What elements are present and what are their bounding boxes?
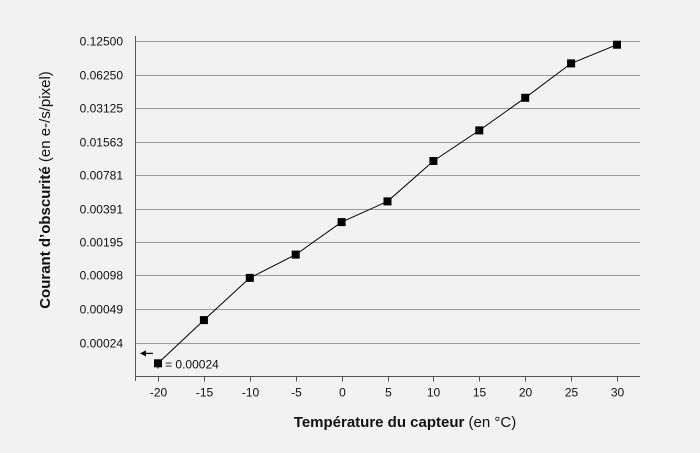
- y-tick-label: 0.00024: [80, 337, 124, 351]
- x-axis-title-main: Température du capteur: [294, 414, 465, 431]
- annotation-label: Y = 0.00024: [154, 357, 219, 371]
- annotation-arrowhead: [139, 350, 146, 357]
- series-layer: [154, 40, 621, 368]
- data-point-marker: [429, 157, 438, 165]
- y-tick-labels: 0.00024 0.00049 0.00098 0.00195 0.00391 0.007…: [80, 35, 124, 351]
- y-axis-title-unit: (en e-/s/pixel): [37, 71, 54, 166]
- gridlines: [135, 41, 640, 344]
- x-axis-title-unit: (en °C): [464, 414, 516, 431]
- data-point-marker: [199, 316, 208, 325]
- data-point-marker: [291, 250, 300, 259]
- y-tick-label: 0.03125: [80, 102, 124, 116]
- x-tick-label: 25: [565, 386, 579, 400]
- y-axis-title-main: Courant d’obscurité: [37, 166, 54, 309]
- data-point-marker: [337, 218, 346, 227]
- y-tick-label: 0.06250: [80, 69, 124, 83]
- x-tick-label: -20: [150, 386, 168, 400]
- y-tick-label: 0.12500: [80, 35, 124, 49]
- x-axis-title: Température du capteur (en °C): [294, 414, 516, 431]
- data-point-marker: [521, 93, 530, 102]
- x-tick-label: 15: [473, 386, 487, 400]
- x-tick-label: 20: [519, 386, 533, 400]
- axes: [135, 36, 640, 382]
- annotations: Y = 0.00024: [139, 350, 219, 371]
- data-point-marker: [567, 59, 576, 68]
- y-tick-label: 0.00391: [80, 203, 124, 217]
- data-point-marker: [475, 126, 484, 135]
- x-tick-label: 10: [427, 386, 441, 400]
- y-axis-title: Courant d’obscurité (en e-/s/pixel): [37, 71, 54, 309]
- y-tick-label: 0.00195: [80, 236, 124, 250]
- y-tick-label: 0.01563: [80, 136, 124, 150]
- x-tick-label: 30: [611, 386, 625, 400]
- x-tick-label: -10: [242, 386, 260, 400]
- data-point-marker: [613, 40, 621, 49]
- x-tick-label: -5: [291, 386, 302, 400]
- x-tick-label: 0: [339, 386, 346, 400]
- x-tick-label: -15: [196, 386, 214, 400]
- y-tick-label: 0.00098: [80, 269, 124, 283]
- data-point-marker: [383, 197, 392, 206]
- x-tick-labels: -20 -15 -10 -5 0 5 10 15 20 25 30: [150, 386, 625, 400]
- data-point-marker: [154, 359, 162, 368]
- y-tick-label: 0.00049: [80, 303, 124, 317]
- x-tick-label: 5: [385, 386, 392, 400]
- data-point-marker: [245, 273, 254, 282]
- y-tick-label: 0.00781: [80, 169, 124, 183]
